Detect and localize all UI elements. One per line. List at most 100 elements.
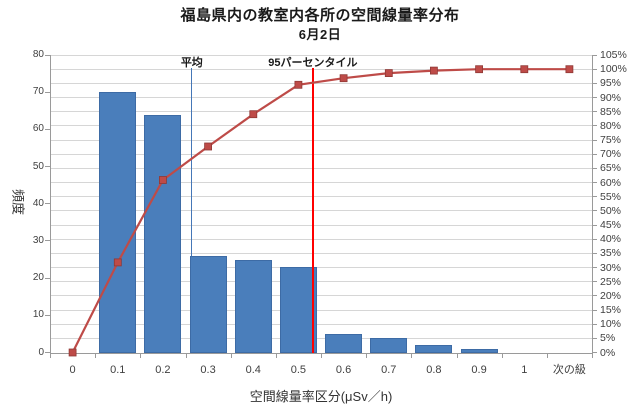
right-axis-tick	[592, 352, 597, 353]
left-axis-tick	[45, 240, 50, 242]
annotation-line-mean	[191, 68, 193, 256]
x-axis-tick	[95, 352, 97, 358]
right-axis-tick-label: 85%	[600, 105, 622, 118]
right-axis-tick	[592, 323, 597, 325]
right-axis-tick	[592, 82, 597, 84]
annotation-label-p95: 95パーセンタイル	[268, 57, 358, 69]
right-axis-tick	[592, 68, 597, 70]
bar-0.3	[189, 255, 227, 353]
x-axis-tick	[140, 352, 142, 358]
chart-subtitle: 6月2日	[298, 27, 342, 42]
x-axis-tick-label: 0.3	[200, 364, 216, 376]
right-axis-tick	[592, 125, 597, 127]
x-axis-tick	[230, 352, 232, 358]
bar-0.1	[99, 92, 137, 353]
left-axis-tick-label: 80	[32, 49, 44, 60]
right-axis-tick	[592, 182, 597, 183]
left-axis-tick-label: 10	[32, 309, 44, 321]
left-axis-tick	[45, 128, 50, 130]
bar-0.4	[234, 259, 272, 353]
left-axis-tick	[45, 91, 50, 93]
right-axis-tick	[592, 196, 597, 198]
right-axis-tick-label: 5%	[600, 332, 616, 345]
left-axis-tick-label: 20	[32, 272, 44, 284]
right-axis-tick-label: 105%	[600, 49, 627, 61]
bar-0.2	[144, 114, 182, 353]
x-axis-tick-label: 次の級	[552, 364, 586, 376]
x-axis-tick	[546, 352, 548, 358]
left-axis-tick	[45, 314, 50, 316]
x-axis-tick-label: 0.6	[335, 364, 352, 376]
right-axis-tick	[592, 54, 597, 56]
right-axis-tick-label: 15%	[600, 304, 622, 316]
x-axis-tick-label: 0	[69, 364, 76, 376]
annotation-line-p95	[311, 68, 314, 353]
bar-0.6	[325, 333, 363, 353]
right-axis-tick-label: 40%	[600, 233, 622, 246]
line-marker	[384, 69, 393, 77]
left-axis-tick	[45, 203, 50, 205]
chart-title: 福島県内の教室内各所の空間線量率分布	[180, 7, 460, 24]
right-axis-tick	[592, 281, 597, 283]
right-axis-tick-label: 95%	[600, 77, 622, 90]
right-axis-tick	[592, 139, 597, 141]
line-marker	[204, 142, 213, 151]
x-axis-title: 空間線量率区分(μSv／h)	[249, 389, 393, 404]
x-axis-tick-label: 0.5	[290, 364, 307, 376]
x-axis-tick	[321, 352, 322, 358]
x-axis-tick-label: 0.7	[381, 364, 397, 376]
x-axis-tick	[275, 352, 277, 358]
left-axis-tick	[45, 277, 50, 279]
right-axis-tick	[592, 97, 597, 98]
x-axis-tick	[411, 352, 413, 358]
right-axis-tick-label: 0%	[600, 346, 616, 359]
x-axis-tick	[50, 352, 51, 358]
right-axis-tick	[592, 153, 597, 155]
x-axis-tick-label: 1	[521, 364, 528, 376]
right-axis-tick-label: 35%	[600, 247, 622, 260]
right-axis-tick-label: 10%	[600, 318, 622, 331]
line-marker	[339, 74, 348, 83]
right-axis-tick-label: 55%	[600, 190, 622, 203]
x-axis-tick	[366, 352, 368, 358]
right-axis-tick	[592, 111, 597, 113]
right-axis-tick-label: 75%	[600, 134, 622, 146]
left-axis-tick-label: 30	[32, 234, 44, 246]
right-axis-tick-label: 100%	[600, 63, 627, 76]
right-axis-tick	[592, 238, 597, 240]
left-axis-tick-label: 40	[32, 197, 44, 209]
left-axis-tick	[45, 54, 50, 56]
left-axis-tick-label: 0	[38, 346, 44, 358]
bar-0.7	[370, 337, 408, 353]
right-axis-tick	[592, 210, 597, 212]
left-axis-tick-label: 50	[32, 160, 44, 172]
x-axis-tick-label: 0.1	[110, 364, 126, 376]
right-axis-tick-label: 65%	[600, 162, 622, 175]
right-axis-tick	[592, 267, 597, 268]
right-axis-tick-label: 20%	[600, 289, 622, 302]
bar-0.8	[415, 345, 453, 353]
right-axis-tick	[592, 309, 597, 311]
x-axis-tick-label: 0.9	[471, 364, 487, 376]
right-axis-tick-label: 70%	[600, 148, 622, 161]
right-axis-tick	[592, 224, 597, 226]
gridline	[50, 82, 592, 84]
right-axis-tick	[592, 167, 597, 169]
right-axis-tick-label: 60%	[600, 176, 622, 189]
left-axis-tick	[45, 166, 50, 168]
x-axis-tick	[501, 352, 503, 358]
x-axis-tick-label: 0.2	[155, 364, 171, 376]
left-axis-tick-label: 60	[32, 123, 44, 135]
right-axis-tick	[592, 337, 597, 339]
x-axis-tick	[592, 352, 593, 358]
right-axis-tick-label: 90%	[600, 91, 622, 104]
gridline	[50, 54, 592, 56]
left-axis-tick-label: 70	[32, 86, 44, 98]
right-axis-tick	[592, 295, 597, 297]
annotation-label-mean: 平均	[180, 57, 203, 69]
right-axis-tick	[592, 252, 597, 254]
left-axis-tick	[45, 352, 50, 353]
x-axis-tick-label: 0.4	[245, 364, 261, 376]
